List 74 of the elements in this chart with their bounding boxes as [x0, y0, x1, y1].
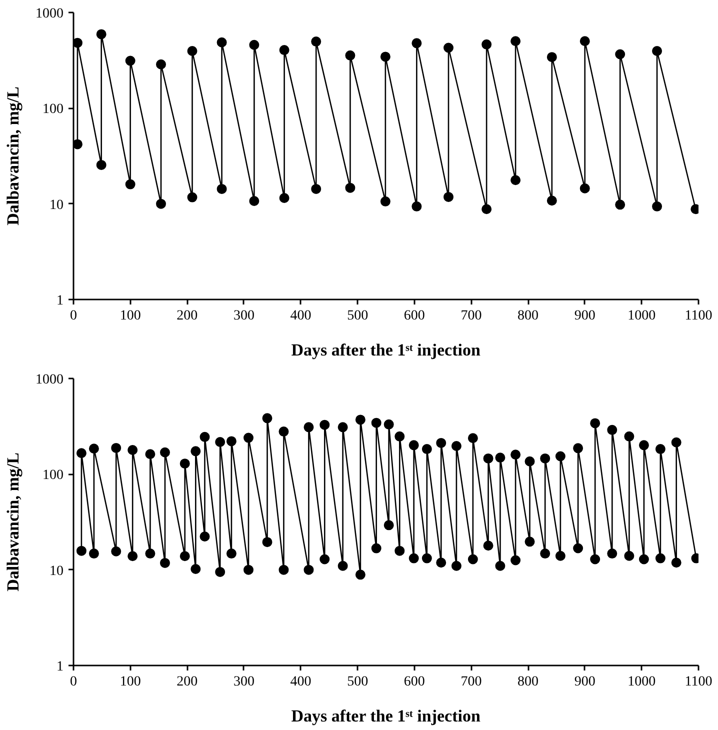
point: [482, 39, 492, 50]
point: [482, 204, 492, 214]
x-tick-label: 1100: [684, 308, 712, 324]
point: [216, 37, 227, 48]
x-tick-label: 400: [290, 308, 312, 324]
y-tick-label: 10: [50, 564, 64, 579]
point: [580, 36, 590, 46]
point: [156, 59, 166, 70]
x-tick-label: 900: [574, 674, 596, 690]
point: [187, 46, 198, 56]
x-tick-label: 700: [460, 674, 482, 690]
x-tick-label: 800: [518, 674, 539, 690]
point: [125, 179, 136, 190]
point: [380, 52, 390, 62]
x-tick-label: 0: [70, 308, 77, 324]
point: [279, 45, 290, 56]
point: [652, 201, 662, 212]
point: [444, 42, 454, 53]
x-tick-label: 400: [290, 674, 312, 690]
x-tick-label: 800: [518, 308, 539, 324]
x-axis-title: Days after the 1ˢᵗ injection: [291, 706, 482, 726]
x-tick-label: 500: [347, 674, 368, 690]
y-tick-label: 1000: [36, 6, 64, 22]
point: [187, 192, 198, 202]
y-tick-label: 10: [50, 198, 64, 213]
x-tick-label: 200: [176, 308, 198, 324]
point: [412, 201, 422, 212]
x-tick-label: 300: [233, 674, 254, 690]
y-axis-title: Dalbavancin, mg/L: [4, 86, 22, 226]
point: [249, 196, 260, 206]
point: [652, 46, 662, 56]
point: [96, 160, 106, 170]
y-tick-label: 100: [42, 102, 64, 118]
point: [74, 139, 82, 150]
point: [615, 200, 626, 210]
x-tick-label: 900: [574, 308, 596, 324]
y-tick-label: 1: [56, 660, 64, 674]
point: [546, 196, 557, 206]
x-tick-label: 0: [70, 674, 77, 690]
point: [311, 36, 322, 47]
point: [380, 196, 390, 206]
x-tick-label: 1100: [684, 674, 712, 690]
point: [510, 36, 521, 46]
point: [345, 50, 356, 60]
point: [510, 175, 521, 186]
x-tick-label: 600: [404, 308, 425, 324]
x-tick-label: 1000: [628, 674, 656, 690]
point: [311, 184, 322, 194]
y-axis-title: Dalbavancin, mg/L: [4, 452, 22, 592]
point: [249, 40, 260, 50]
x-tick-label: 100: [120, 308, 141, 324]
x-tick-label: 200: [176, 674, 198, 690]
point: [615, 49, 626, 60]
point: [125, 56, 136, 66]
point: [74, 38, 82, 48]
point: [216, 184, 227, 194]
x-tick-label: 700: [460, 308, 482, 324]
x-tick-label: 300: [233, 308, 254, 324]
x-tick-label: 1000: [628, 308, 656, 324]
y-tick-label: 1000: [36, 372, 64, 388]
x-tick-label: 600: [404, 674, 425, 690]
x-tick-label: 500: [347, 308, 368, 324]
y-tick-label: 1: [56, 294, 64, 308]
point: [444, 192, 454, 202]
x-axis-title: Days after the 1ˢᵗ injection: [291, 340, 482, 360]
point: [156, 198, 166, 209]
point: [546, 52, 557, 62]
point: [96, 29, 106, 40]
point: [412, 38, 422, 48]
y-tick-label: 100: [42, 468, 64, 484]
point: [279, 193, 290, 204]
x-tick-label: 100: [120, 674, 141, 690]
point: [580, 183, 590, 194]
point: [345, 182, 356, 193]
